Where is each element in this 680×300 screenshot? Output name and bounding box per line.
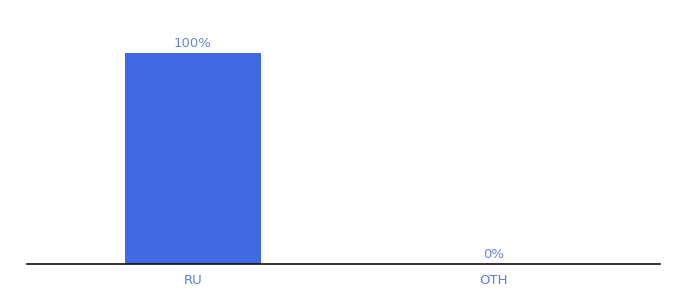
Text: 100%: 100% [174, 37, 211, 50]
Bar [125, 53, 260, 264]
Text: 0%: 0% [483, 248, 505, 261]
